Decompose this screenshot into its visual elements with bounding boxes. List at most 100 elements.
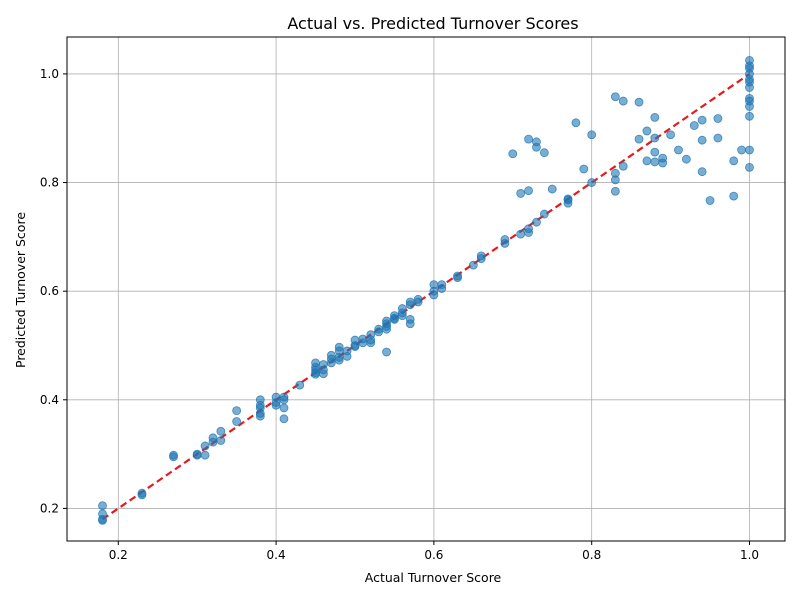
x-tick-label: 1.0 bbox=[740, 548, 759, 562]
data-point bbox=[650, 157, 660, 167]
reference-line bbox=[101, 73, 751, 521]
data-point bbox=[516, 189, 526, 198]
data-point bbox=[334, 355, 344, 365]
data-point bbox=[642, 126, 652, 136]
data-point bbox=[547, 184, 557, 194]
data-point bbox=[713, 114, 723, 123]
data-point bbox=[508, 149, 518, 159]
data-point bbox=[311, 369, 320, 379]
x-tick-label: 0.6 bbox=[424, 548, 443, 562]
data-point bbox=[610, 175, 620, 185]
data-point bbox=[500, 238, 510, 248]
data-point bbox=[713, 133, 723, 143]
x-tick-label: 0.8 bbox=[582, 548, 601, 562]
data-point bbox=[326, 358, 336, 368]
data-point bbox=[216, 426, 226, 436]
data-point bbox=[429, 290, 439, 300]
data-points bbox=[98, 55, 754, 525]
data-point bbox=[674, 145, 683, 155]
data-point bbox=[279, 414, 289, 424]
data-point bbox=[413, 297, 423, 307]
data-point bbox=[397, 311, 407, 321]
data-point bbox=[374, 327, 384, 337]
data-point bbox=[745, 162, 754, 172]
data-point bbox=[745, 102, 754, 111]
data-point bbox=[689, 121, 699, 130]
data-point bbox=[729, 156, 739, 166]
data-point bbox=[382, 324, 391, 334]
data-point bbox=[366, 338, 376, 348]
data-point bbox=[745, 83, 754, 92]
data-point bbox=[697, 115, 707, 125]
data-point bbox=[137, 490, 147, 500]
x-tick-label: 0.4 bbox=[267, 548, 286, 562]
data-point bbox=[232, 417, 242, 426]
data-point bbox=[342, 351, 352, 361]
data-point bbox=[390, 315, 399, 324]
data-point bbox=[232, 406, 242, 416]
data-point bbox=[634, 134, 644, 144]
data-point bbox=[666, 130, 675, 140]
data-point bbox=[618, 161, 628, 171]
data-point bbox=[579, 164, 589, 174]
y-axis: 0.2 0.4 0.6 0.8 1.0 bbox=[40, 67, 67, 515]
data-point bbox=[587, 178, 597, 187]
x-axis-label: Actual Turnover Score bbox=[365, 570, 502, 585]
grid bbox=[67, 37, 785, 541]
data-point bbox=[650, 133, 660, 143]
data-point bbox=[169, 452, 178, 462]
chart-title: Actual vs. Predicted Turnover Scores bbox=[287, 14, 578, 33]
data-point bbox=[539, 209, 549, 219]
data-point bbox=[279, 403, 289, 413]
data-point bbox=[729, 191, 739, 201]
data-point bbox=[610, 186, 620, 196]
y-tick-label: 0.8 bbox=[40, 176, 59, 190]
data-point bbox=[200, 441, 210, 451]
y-axis-label: Predicted Turnover Score bbox=[13, 212, 28, 368]
data-point bbox=[524, 186, 533, 196]
data-point bbox=[437, 284, 447, 293]
data-point bbox=[745, 111, 754, 121]
data-point bbox=[279, 395, 289, 405]
data-point bbox=[532, 142, 541, 152]
data-point bbox=[524, 134, 533, 144]
data-point bbox=[476, 254, 486, 263]
data-point bbox=[350, 342, 360, 351]
y-tick-label: 0.4 bbox=[40, 393, 59, 407]
data-point bbox=[634, 97, 644, 107]
data-point bbox=[468, 260, 478, 270]
data-point bbox=[295, 380, 305, 390]
data-point bbox=[650, 112, 660, 122]
data-point bbox=[539, 148, 549, 158]
data-point bbox=[208, 437, 218, 447]
data-point bbox=[98, 501, 107, 511]
data-point bbox=[618, 96, 628, 106]
data-point bbox=[405, 300, 415, 310]
data-point bbox=[532, 217, 541, 227]
data-point bbox=[524, 228, 533, 237]
x-axis: 0.2 0.4 0.6 0.8 1.0 bbox=[109, 541, 759, 562]
data-point bbox=[705, 196, 715, 205]
data-point bbox=[737, 145, 747, 155]
data-point bbox=[358, 338, 368, 348]
data-point bbox=[587, 130, 597, 140]
data-point bbox=[192, 450, 202, 460]
plot-area bbox=[66, 36, 786, 542]
data-point bbox=[516, 229, 526, 239]
x-tick-label: 0.2 bbox=[109, 548, 128, 562]
y-tick-label: 0.6 bbox=[40, 284, 59, 298]
data-point bbox=[681, 154, 691, 164]
y-tick-label: 1.0 bbox=[40, 67, 59, 81]
data-point bbox=[571, 118, 581, 128]
data-point bbox=[697, 135, 707, 145]
data-point bbox=[200, 450, 210, 460]
data-point bbox=[405, 319, 415, 329]
data-point bbox=[650, 147, 660, 157]
data-point bbox=[453, 273, 462, 282]
data-point bbox=[563, 198, 573, 208]
data-point bbox=[271, 400, 281, 410]
data-point bbox=[319, 369, 328, 379]
data-point bbox=[255, 411, 265, 421]
data-point bbox=[697, 167, 707, 177]
